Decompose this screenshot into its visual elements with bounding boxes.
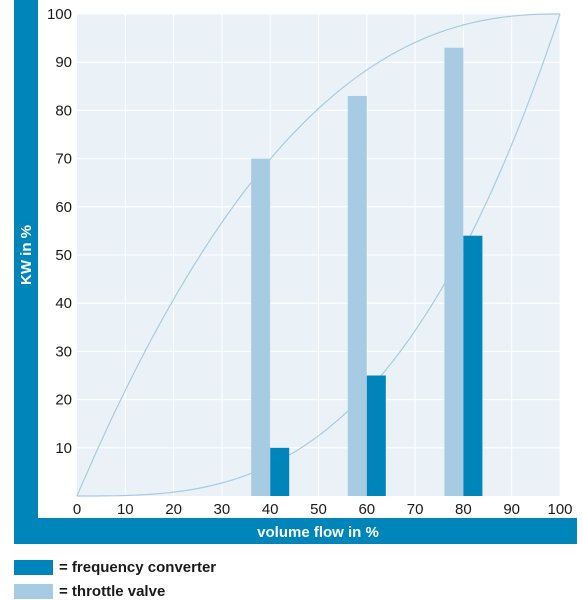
y-tick-label-10: 10 — [55, 440, 72, 457]
y-tick-label-70: 70 — [55, 151, 72, 168]
bar-frequency-converter-60 — [366, 375, 386, 496]
x-tick-label-90: 90 — [503, 501, 520, 518]
bar-frequency-converter-40 — [270, 447, 290, 496]
x-tick-label-80: 80 — [455, 501, 472, 518]
legend-label-frequency-converter: = frequency converter — [59, 559, 217, 576]
x-tick-labels: 0 10 20 30 40 50 60 70 80 90 100 — [73, 501, 573, 518]
bars — [251, 47, 483, 497]
x-tick-label-0: 0 — [73, 501, 81, 518]
bar-throttle-valve-60 — [347, 95, 367, 496]
x-tick-label-20: 20 — [165, 501, 182, 518]
x-axis-title: volume flow in % — [257, 524, 379, 541]
y-tick-label-30: 30 — [55, 343, 72, 360]
y-tick-labels: 10 20 30 40 50 60 70 80 90 100 — [47, 6, 72, 457]
x-tick-label-40: 40 — [262, 501, 279, 518]
y-tick-label-90: 90 — [55, 54, 72, 71]
x-tick-label-30: 30 — [214, 501, 231, 518]
y-tick-label-60: 60 — [55, 199, 72, 216]
curves — [76, 13, 561, 497]
legend-swatch-frequency-converter — [14, 560, 53, 575]
x-tick-label-100: 100 — [547, 501, 572, 518]
y-tick-label-80: 80 — [55, 102, 72, 119]
y-tick-label-100: 100 — [47, 6, 72, 23]
legend-frequency-converter: = frequency converter — [14, 559, 216, 576]
legend-swatch-throttle-valve — [14, 584, 53, 599]
curve-cubic — [77, 13, 561, 497]
bar-throttle-valve-80 — [444, 47, 464, 497]
legend-throttle-valve: = throttle valve — [14, 583, 165, 600]
y-axis-title: KW in % — [18, 225, 35, 285]
curve-concave — [76, 13, 560, 497]
x-tick-label-60: 60 — [358, 501, 375, 518]
x-tick-label-10: 10 — [117, 501, 134, 518]
x-tick-label-70: 70 — [407, 501, 424, 518]
x-tick-label-50: 50 — [310, 501, 327, 518]
legend-label-throttle-valve: = throttle valve — [59, 583, 166, 600]
y-tick-label-20: 20 — [55, 392, 72, 409]
bar-frequency-converter-80 — [463, 235, 483, 496]
bar-throttle-valve-40 — [251, 158, 271, 496]
y-axis-band — [14, 0, 38, 518]
y-tick-label-50: 50 — [55, 247, 72, 264]
y-tick-label-40: 40 — [55, 295, 72, 312]
x-axis-band — [14, 518, 577, 544]
